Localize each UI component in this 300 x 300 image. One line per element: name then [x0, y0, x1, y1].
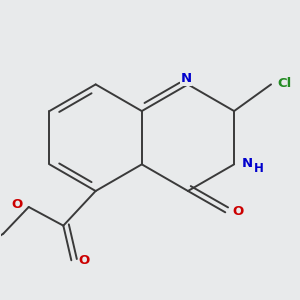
Text: O: O: [232, 205, 244, 218]
Text: O: O: [11, 198, 22, 212]
Text: Cl: Cl: [277, 77, 291, 90]
Text: N: N: [180, 72, 191, 85]
Text: N: N: [242, 157, 253, 170]
Text: H: H: [254, 162, 263, 175]
Text: O: O: [79, 254, 90, 267]
